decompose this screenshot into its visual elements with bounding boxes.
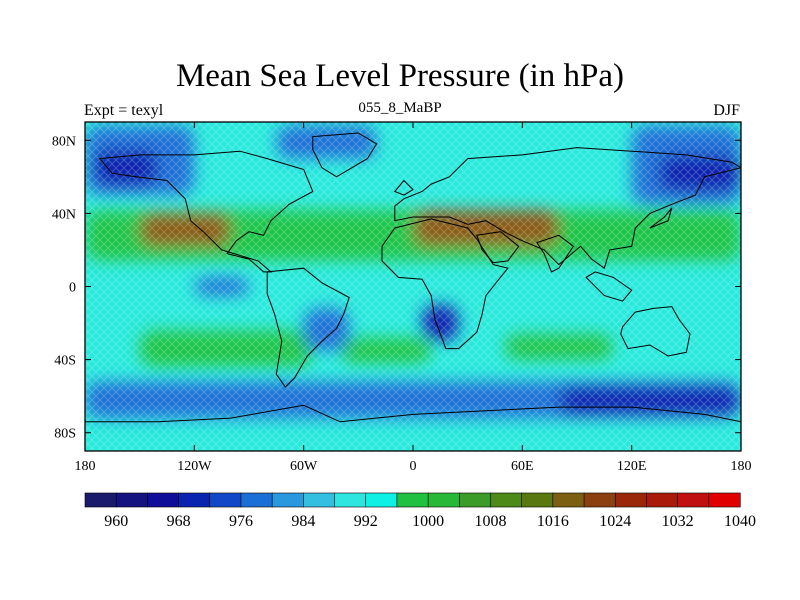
- colorbar-swatch: [178, 492, 211, 508]
- coastline-2: [266, 267, 350, 388]
- coastline-0: [98, 150, 314, 273]
- coastline-9: [85, 404, 741, 451]
- colorbar-label: 960: [104, 513, 128, 530]
- y-tick-label: 80S: [54, 427, 76, 442]
- colorbar-label: 968: [167, 513, 191, 530]
- colorbar-swatch: [365, 492, 398, 508]
- y-tick-label: 40N: [52, 207, 76, 222]
- colorbar-swatch: [677, 492, 710, 508]
- colorbar-label: 1016: [537, 513, 569, 530]
- colorbar-swatch: [708, 492, 741, 508]
- colorbar-label: 1000: [412, 513, 444, 530]
- coastline-6: [536, 234, 575, 273]
- colorbar-label: 992: [354, 513, 378, 530]
- colorbar-swatch: [271, 492, 304, 508]
- colorbar-label: 984: [291, 513, 315, 530]
- colorbar-label: 1032: [662, 513, 694, 530]
- colorbar-swatch: [614, 492, 648, 508]
- colorbar-swatch: [334, 492, 367, 508]
- experiment-label: Expt = texyl: [84, 102, 164, 119]
- colorbar-swatch: [427, 492, 460, 508]
- x-tick-label: 120W: [177, 459, 212, 474]
- colorbar-swatch: [115, 492, 148, 508]
- x-tick-label: 180: [75, 459, 96, 474]
- y-tick-label: 80N: [52, 134, 76, 149]
- colorbar-swatch: [646, 492, 679, 508]
- coastline-7: [585, 271, 633, 302]
- colorbar-label: 1008: [474, 513, 506, 530]
- season-label: DJF: [713, 102, 740, 119]
- x-tick-label: 180: [731, 459, 752, 474]
- colorbar-swatch: [396, 492, 429, 508]
- colorbar-swatch: [490, 492, 523, 508]
- period-label: 055_8_MaBP: [358, 100, 442, 116]
- x-tick-label: 120E: [617, 459, 647, 474]
- y-tick-label: 0: [69, 281, 76, 296]
- colorbar-swatch: [209, 492, 242, 508]
- colorbar-label: 1024: [599, 513, 631, 530]
- colorbar-swatch: [552, 492, 585, 508]
- coastline-11: [649, 207, 673, 229]
- coastline-5: [476, 231, 520, 264]
- x-tick-label: 60W: [290, 459, 318, 474]
- colorbar-swatch: [147, 492, 180, 508]
- colorbar-swatch: [583, 492, 616, 508]
- coastline-1: [312, 132, 378, 178]
- colorbar-label: 1040: [724, 513, 756, 530]
- map-title: Mean Sea Level Pressure (in hPa): [175, 58, 625, 94]
- colorbar-swatch: [521, 492, 554, 508]
- colorbar-label: 976: [229, 513, 253, 530]
- colorbar-swatch: [240, 492, 273, 508]
- colorbar-swatch: [303, 492, 336, 508]
- coastline-4: [381, 218, 509, 350]
- coastline-3: [394, 147, 741, 270]
- coastline-8: [620, 306, 691, 357]
- y-tick-label: 40S: [54, 354, 76, 369]
- colorbar-swatch: [84, 492, 117, 508]
- x-tick-label: 0: [410, 459, 417, 474]
- x-tick-label: 60E: [511, 459, 534, 474]
- colorbar-swatch: [458, 492, 492, 508]
- coastline-10: [393, 179, 414, 196]
